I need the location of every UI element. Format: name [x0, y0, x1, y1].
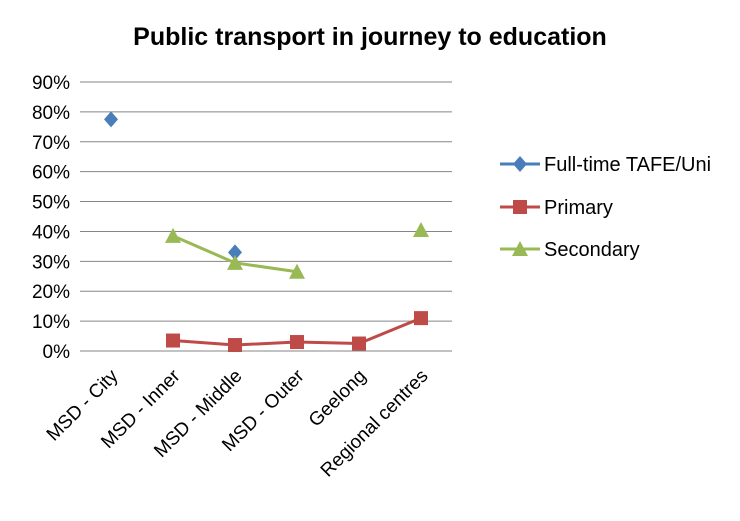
legend-label: Secondary: [544, 239, 640, 261]
series: [166, 311, 428, 353]
data-point: [290, 335, 304, 350]
series-line-segment: [358, 316, 422, 345]
series-group: [104, 111, 429, 353]
y-tick-label: 90%: [32, 73, 70, 94]
data-point: [289, 263, 305, 279]
series-line-segment: [296, 340, 360, 346]
data-point: [165, 227, 181, 243]
y-tick-label: 60%: [32, 163, 70, 184]
y-axis-tick-labels: 0% 10% 20% 30% 40% 50% 60% 70% 80% 90%: [32, 73, 70, 363]
legend-marker: [512, 241, 528, 256]
legend-marker: [513, 156, 527, 172]
series-line-segment: [234, 261, 298, 274]
data-point: [414, 311, 428, 326]
legend: Full-time TAFE/Uni Primary Secondary: [500, 154, 711, 261]
series: [165, 221, 429, 279]
y-tick-label: 10%: [32, 312, 70, 333]
data-point: [413, 221, 429, 237]
gridlines: [80, 81, 452, 322]
data-point: [166, 333, 180, 348]
series-line-segment: [234, 340, 298, 347]
data-point: [228, 338, 242, 353]
data-point: [352, 336, 366, 351]
y-tick-label: 80%: [32, 103, 70, 124]
y-tick-label: 70%: [32, 133, 70, 154]
legend-label: Full-time TAFE/Uni: [544, 154, 711, 176]
x-tick-label: Regional centres: [317, 366, 433, 482]
y-tick-label: 0%: [43, 342, 71, 363]
data-point: [227, 254, 243, 270]
legend-marker: [513, 200, 527, 214]
data-point: [228, 244, 242, 261]
y-tick-label: 30%: [32, 252, 70, 273]
data-point: [104, 111, 118, 128]
series-line-segment: [172, 234, 236, 265]
series: [104, 111, 242, 261]
y-tick-label: 50%: [32, 193, 70, 214]
legend-label: Primary: [544, 197, 613, 219]
y-tick-label: 40%: [32, 222, 70, 243]
y-tick-label: 20%: [32, 282, 70, 303]
chart-title: Public transport in journey to education: [133, 23, 607, 51]
series-line-segment: [172, 339, 236, 347]
